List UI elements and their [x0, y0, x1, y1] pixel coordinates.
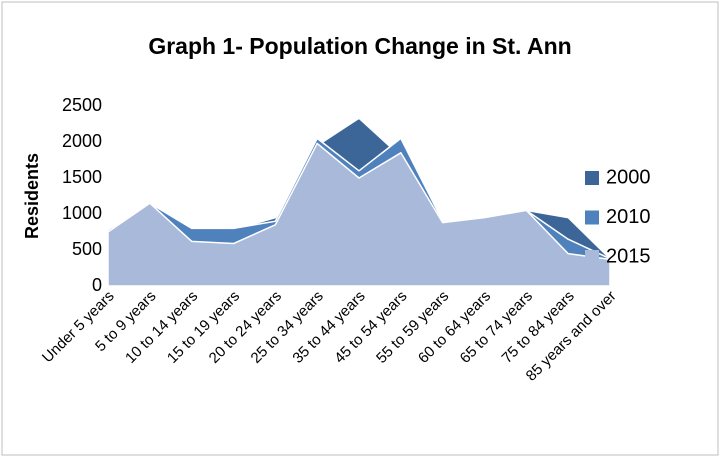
- legend-swatch: [585, 171, 599, 185]
- legend-swatch: [585, 250, 599, 264]
- y-tick-label: 0: [92, 275, 102, 295]
- y-axis-label: Residents: [22, 153, 42, 239]
- y-tick-label: 2500: [62, 95, 102, 115]
- y-tick-label: 1500: [62, 167, 102, 187]
- legend-label: 2010: [606, 206, 651, 228]
- y-tick-label: 1000: [62, 203, 102, 223]
- y-tick-label: 2000: [62, 131, 102, 151]
- y-tick-label: 500: [72, 239, 102, 259]
- chart-title: Graph 1- Population Change in St. Ann: [148, 33, 571, 59]
- legend-swatch: [585, 210, 599, 225]
- legend-label: 2000: [606, 166, 651, 188]
- legend-label: 2015: [606, 245, 651, 267]
